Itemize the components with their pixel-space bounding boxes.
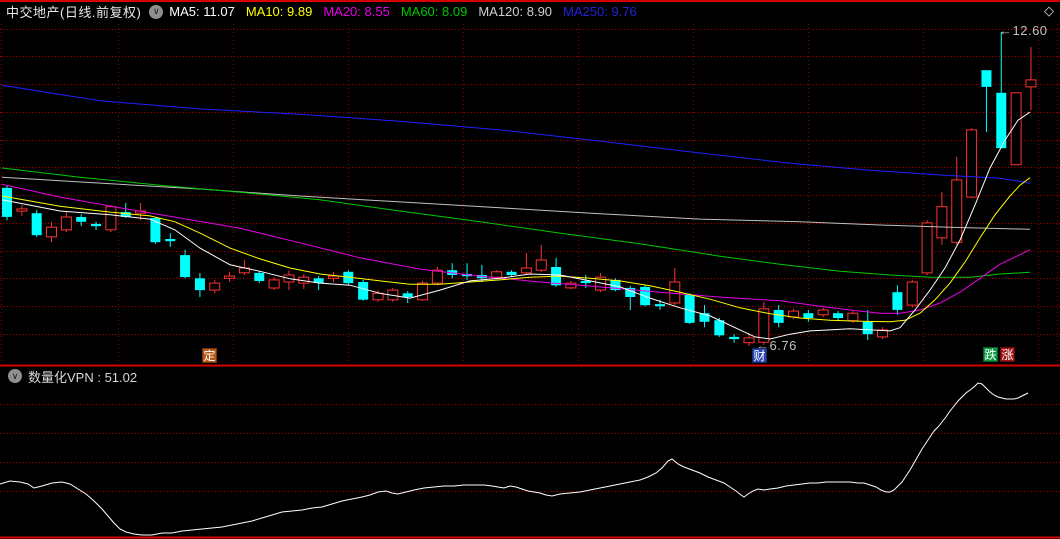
event-marker-财[interactable]: 财 xyxy=(752,348,767,363)
ma-legend: MA5: 11.07 MA10: 9.89 MA20: 8.55 MA60: 8.09… xyxy=(169,3,647,21)
ma-value-1: MA10: 9.89 xyxy=(245,3,313,19)
event-marker-涨[interactable]: 涨 xyxy=(1000,347,1015,362)
ma-value-4: MA120: 8.90 xyxy=(478,3,553,19)
event-marker-跌[interactable]: 跌 xyxy=(983,347,998,362)
ma-value-3: MA60: 8.09 xyxy=(400,3,468,19)
indicator-collapse-chevron-icon[interactable]: ∨ xyxy=(8,369,22,383)
ma-value-2: MA20: 8.55 xyxy=(323,3,390,19)
ma-value-0: MA5: 11.07 xyxy=(169,3,235,19)
indicator-title: 数量化VPN : 51.02 xyxy=(28,369,138,385)
stock-title: 中交地产(日线.前复权) xyxy=(6,5,142,20)
ma-value-5: MA250: 9.76 xyxy=(563,3,637,19)
main-chart-header: 中交地产(日线.前复权) ∨ MA5: 11.07 MA10: 9.89 MA20:… xyxy=(0,0,648,23)
event-marker-定[interactable]: 定 xyxy=(202,348,217,363)
collapse-chevron-icon[interactable]: ∨ xyxy=(149,4,164,19)
indicator-header: ∨ 数量化VPN : 51.02 xyxy=(0,367,137,385)
high-price-annotation: ←12.60 xyxy=(999,23,1048,38)
diamond-marker-icon: ◇ xyxy=(1044,3,1054,18)
